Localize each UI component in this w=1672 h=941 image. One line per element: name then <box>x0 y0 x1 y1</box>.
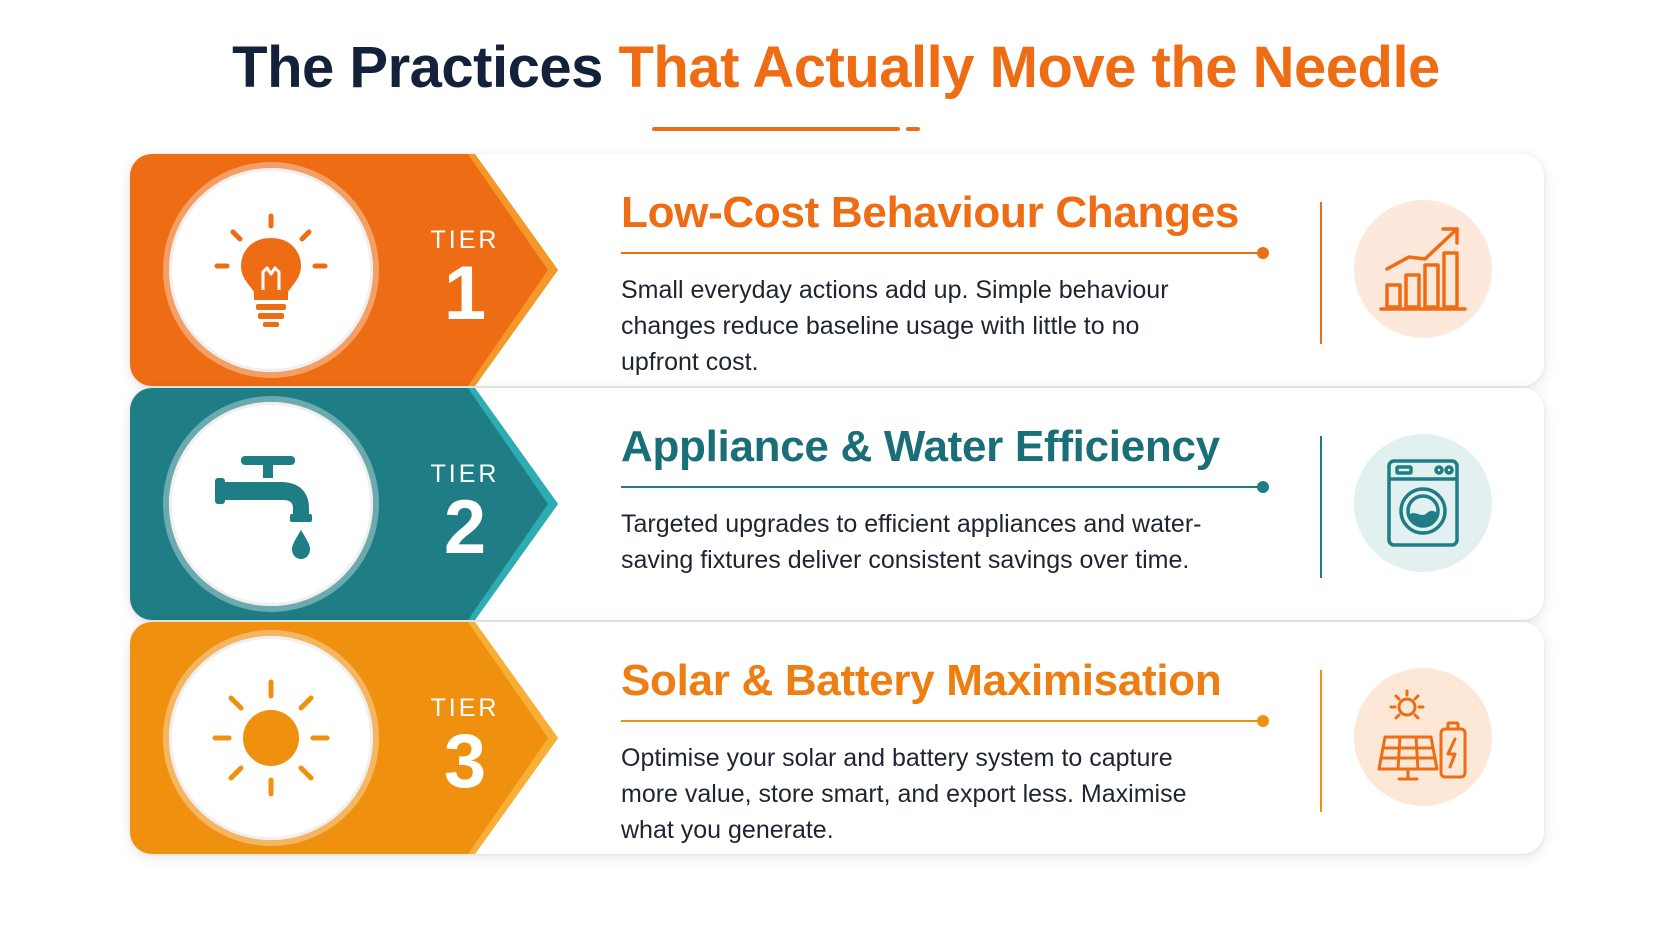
lightbulb-icon <box>214 213 328 327</box>
heading-rule <box>621 486 1261 488</box>
side-icon-badge <box>1354 434 1492 572</box>
tier-description: Small everyday actions add up. Simple be… <box>621 276 1169 376</box>
vertical-divider <box>1320 202 1322 344</box>
tier-medallion-2 <box>169 402 373 606</box>
heading-rule <box>621 720 1261 722</box>
heading-rule <box>621 252 1261 254</box>
side-icon-badge <box>1354 668 1492 806</box>
vertical-divider <box>1320 436 1322 578</box>
solar-battery-icon <box>1377 689 1467 781</box>
tier-label: TIER <box>430 694 500 722</box>
tier-number: 1 <box>443 251 487 336</box>
sun-icon <box>212 679 330 797</box>
page-title: The Practices That Actually Move the Nee… <box>0 34 1672 101</box>
side-icon-badge <box>1354 200 1492 338</box>
tier-medallion-3 <box>169 636 373 840</box>
tier-description: Optimise your solar and battery system t… <box>621 744 1187 844</box>
tier-label: TIER <box>430 460 500 488</box>
water-tap-icon <box>215 456 312 559</box>
tier-card-3: TIER 3 Solar & Battery Maximisation Opti… <box>130 622 1544 854</box>
heading-rule-dot <box>1257 715 1269 727</box>
title-underline-dash <box>906 127 920 131</box>
tier-description: Targeted upgrades to efficient appliance… <box>621 510 1202 574</box>
tier-number: 2 <box>443 485 487 570</box>
tier-card-1: TIER 1 Low-Cost Behaviour Changes Small … <box>130 154 1544 386</box>
tier-number: 3 <box>443 719 487 804</box>
tier-heading: Solar & Battery Maximisation <box>621 656 1222 705</box>
title-dark-part: The Practices <box>232 35 603 100</box>
tier-medallion-1 <box>169 168 373 372</box>
tier-heading: Appliance & Water Efficiency <box>621 422 1220 471</box>
heading-rule-dot <box>1257 247 1269 259</box>
growth-chart-icon <box>1379 227 1467 311</box>
vertical-divider <box>1320 670 1322 812</box>
tier-card-2: TIER 2 Appliance & Water Efficiency Targ… <box>130 388 1544 620</box>
title-accent-part: That Actually Move the Needle <box>618 35 1441 100</box>
tier-heading: Low-Cost Behaviour Changes <box>621 188 1240 237</box>
tier-label: TIER <box>430 226 500 254</box>
washing-machine-icon <box>1387 459 1459 547</box>
title-underline <box>652 127 900 131</box>
heading-rule-dot <box>1257 481 1269 493</box>
